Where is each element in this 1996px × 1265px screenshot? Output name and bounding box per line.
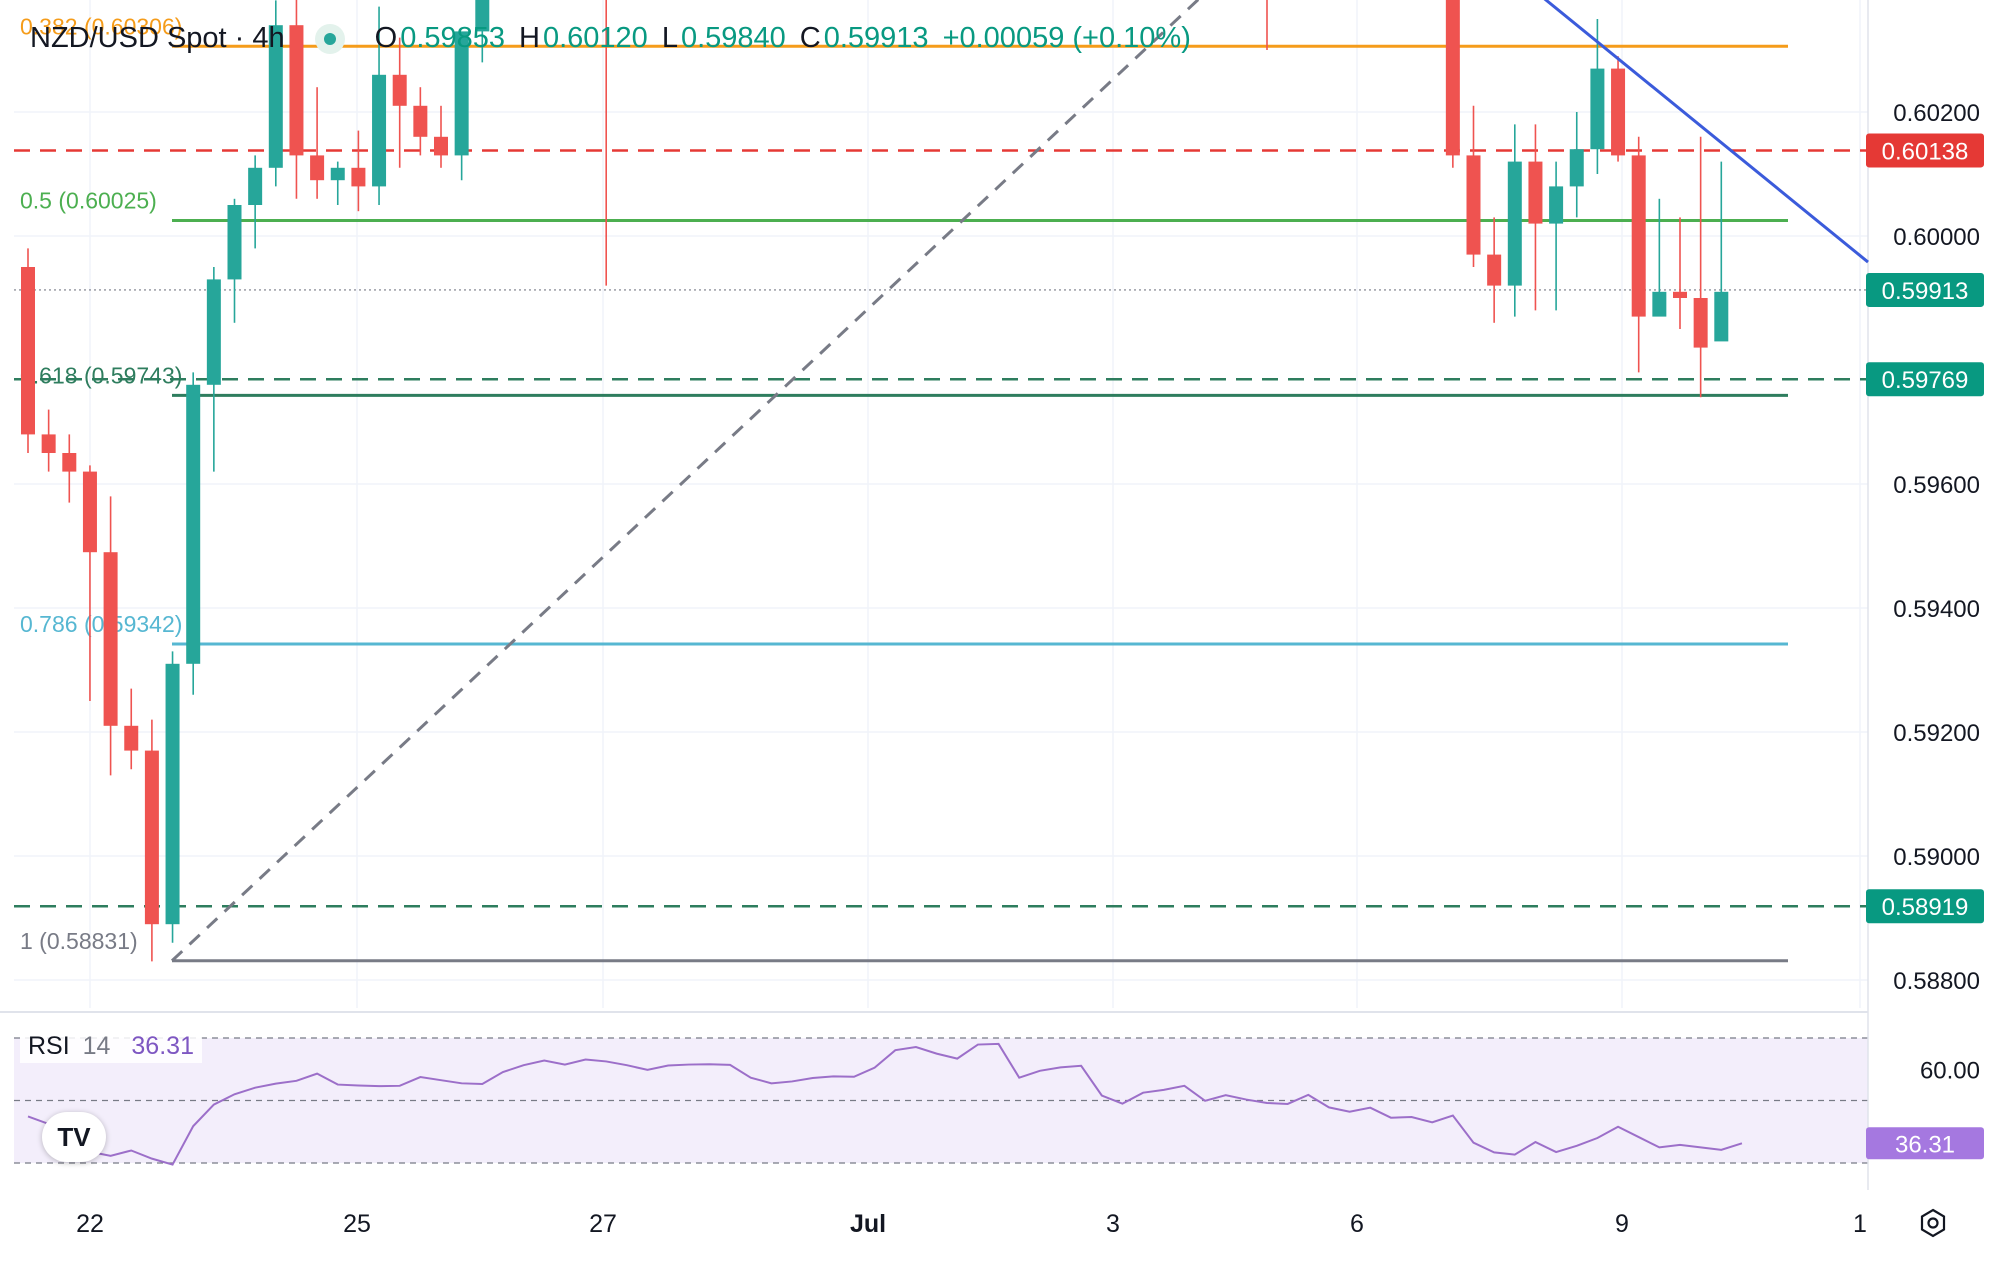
price-tag-label-2: 0.59913	[1882, 278, 1969, 305]
chart-header: NZD/USD Spot · 4h O 0.59853 H 0.60120 L …	[30, 22, 1205, 55]
candle-body	[1528, 161, 1543, 224]
candle-body	[1590, 68, 1605, 150]
candle-body	[454, 31, 469, 156]
candle-body	[1445, 0, 1460, 156]
candle-body	[21, 267, 35, 435]
x-tick-label: 22	[76, 1210, 104, 1238]
x-tick-label: Jul	[850, 1210, 886, 1238]
rsi-value-tag-label: 36.31	[1895, 1131, 1955, 1158]
settings-icon[interactable]	[1918, 1208, 1948, 1238]
high-label: H	[519, 22, 540, 54]
y-tick-label: 0.59600	[1893, 472, 1980, 499]
candle-body	[62, 453, 77, 472]
change-value: +0.00059 (+0.10%)	[942, 22, 1191, 54]
candle-body	[1652, 291, 1667, 317]
candle-body	[413, 105, 428, 137]
rsi-legend[interactable]: RSI 14 36.31	[20, 1030, 202, 1063]
x-tick-label: 25	[343, 1210, 371, 1238]
candle-body	[227, 205, 242, 280]
candle-body	[351, 167, 366, 187]
y-tick-label: 0.58800	[1893, 968, 1980, 995]
y-tick-label: 0.60000	[1893, 224, 1980, 251]
x-tick-label: 9	[1615, 1210, 1629, 1238]
candle-body	[206, 279, 221, 385]
tradingview-logo-icon[interactable]: TV	[42, 1112, 106, 1162]
symbol-title[interactable]: NZD/USD Spot · 4h	[30, 22, 285, 54]
fib-label-1: 0.382 (0.60306)	[20, 13, 182, 39]
candle-body	[103, 552, 118, 726]
candle-body	[289, 25, 304, 156]
candle-body	[392, 74, 407, 106]
price-tag-label-4: 0.58919	[1882, 894, 1969, 921]
logo-text: TV	[57, 1121, 91, 1152]
candle-body	[475, 0, 490, 32]
candle-body	[1611, 68, 1626, 156]
price-tag-label-3: 0.59769	[1882, 367, 1969, 394]
x-tick-label: 3	[1106, 1210, 1120, 1238]
price-tag-bg-2	[1866, 272, 1984, 307]
candle-body	[82, 471, 97, 553]
y-tick-label: 0.60200	[1893, 100, 1980, 127]
fib-label-5: 1 (0.58831)	[20, 928, 138, 954]
rsi-tick-label: 60.00	[1920, 1057, 1980, 1084]
low-value: 0.59840	[680, 22, 786, 54]
close-label: C	[799, 22, 821, 54]
candle-body	[1631, 155, 1646, 317]
candle-body	[268, 25, 283, 168]
candle-body	[1714, 291, 1729, 342]
y-tick-label: 0.59000	[1893, 844, 1980, 871]
candle-body	[41, 434, 56, 453]
candle-body	[144, 750, 159, 925]
candle-body	[1507, 161, 1522, 286]
candle-body	[310, 155, 325, 181]
descending-trendline	[1543, 0, 1869, 264]
candle-body	[1549, 186, 1564, 224]
candle-body	[186, 384, 201, 664]
candle-body	[372, 74, 387, 187]
open-value: 0.59853	[400, 22, 506, 54]
candle-body	[1673, 291, 1687, 298]
candle-body	[1487, 254, 1502, 286]
y-tick-label: 0.59400	[1893, 596, 1980, 623]
live-dot-icon	[314, 23, 345, 54]
x-tick-label: 6	[1350, 1210, 1364, 1238]
candle-body	[330, 167, 345, 181]
price-tag-bg-1	[1866, 133, 1984, 168]
open-label: O	[374, 22, 398, 54]
rsi-value: 36.31	[131, 1032, 194, 1060]
candle-body	[434, 136, 448, 156]
candle-body	[1569, 149, 1584, 187]
candle-body	[165, 663, 180, 925]
fib-label-4: 0.786 (0.59342)	[20, 611, 182, 637]
high-value: 0.60120	[542, 22, 648, 54]
x-tick-label: 27	[589, 1210, 617, 1238]
price-tag-label-1: 0.60138	[1882, 138, 1969, 165]
fib-label-2: 0.5 (0.60025)	[20, 188, 157, 214]
fib-diagonal-line	[170, 0, 1200, 962]
x-tick-label: 1	[1853, 1210, 1867, 1238]
price-tag-bg-3	[1866, 362, 1984, 397]
close-value: 0.59913	[823, 22, 929, 54]
rsi-line	[27, 1042, 1743, 1166]
candle-body	[1693, 298, 1708, 348]
rsi-value-tag-bg	[1866, 1127, 1984, 1160]
fib-label-3: 0.618 (0.59743)	[20, 362, 182, 388]
price-tag-bg-4	[1866, 889, 1984, 924]
rsi-period: 14	[82, 1032, 111, 1060]
y-tick-label: 0.60400	[1893, 0, 1980, 3]
candle-body	[1466, 155, 1481, 255]
rsi-name: RSI	[28, 1032, 70, 1060]
low-label: L	[661, 22, 678, 54]
y-tick-label: 0.59200	[1893, 720, 1980, 747]
candle-body	[248, 167, 263, 205]
candle-body	[124, 725, 139, 751]
